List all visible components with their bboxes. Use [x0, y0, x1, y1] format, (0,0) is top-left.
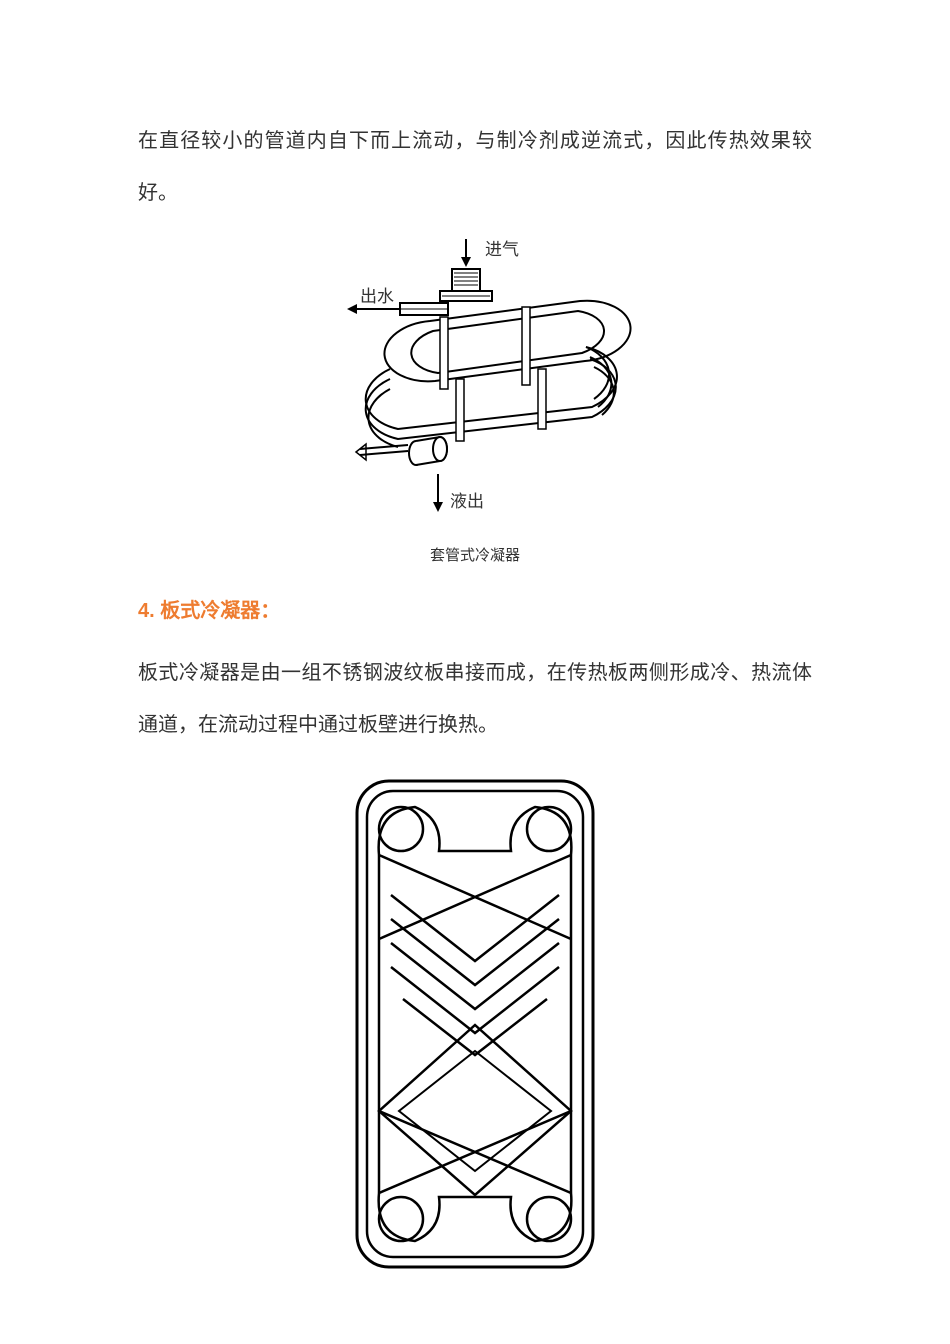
coil-loops: [366, 301, 631, 447]
port-hole-top-right: [527, 807, 571, 851]
intro-paragraph: 在直径较小的管道内自下而上流动，与制冷剂成逆流式，因此传热效果较好。: [138, 115, 812, 219]
label-liquid-out: 液出: [450, 492, 484, 511]
plate-condenser-diagram: [335, 775, 615, 1273]
label-gas-in: 进气: [485, 240, 519, 259]
port-hole-bottom-left: [379, 1197, 423, 1241]
label-water-out: 出水: [360, 287, 394, 306]
section-4-body: 板式冷凝器是由一组不锈钢波纹板串接而成，在传热板两侧形成冷、热流体通道，在流动过…: [138, 647, 812, 751]
section-4-heading: 4. 板式冷凝器：: [138, 593, 812, 629]
port-hole-bottom-right: [527, 1197, 571, 1241]
figure-1-caption: 套管式冷凝器: [430, 544, 520, 565]
figure-2-container: [138, 775, 812, 1273]
tube-condenser-diagram: 进气 出水: [290, 229, 660, 524]
figure-1-container: 进气 出水: [138, 229, 812, 565]
port-hole-top-left: [379, 807, 423, 851]
